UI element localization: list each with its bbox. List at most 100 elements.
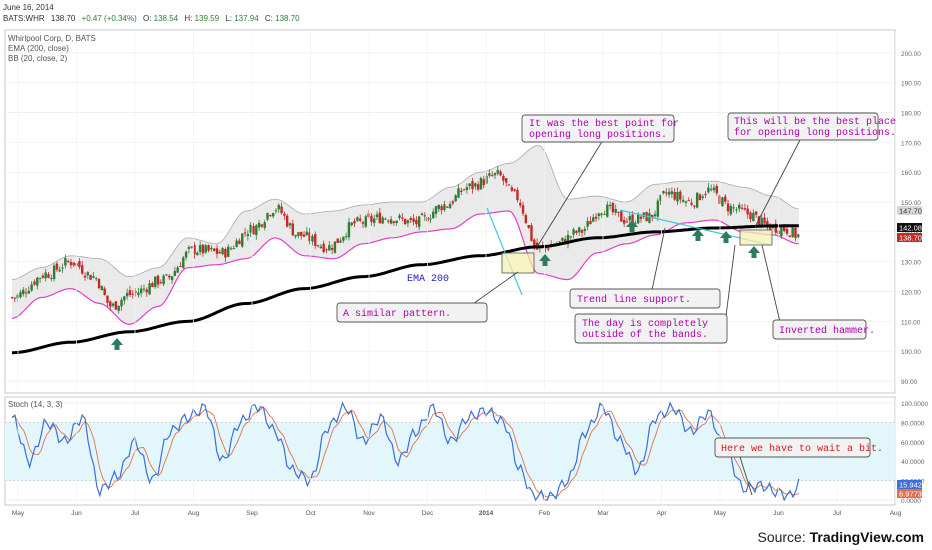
candle-body	[131, 293, 134, 295]
badge-stoch-d	[897, 489, 922, 498]
candle-body	[432, 211, 435, 219]
candle-body	[243, 232, 247, 234]
candle-body	[378, 212, 382, 224]
candle-body	[558, 241, 561, 243]
candle-body	[561, 237, 564, 241]
month-label: May	[714, 510, 727, 517]
header-c-value: 138.70	[275, 14, 300, 23]
candle-body	[780, 227, 783, 237]
candle-body	[533, 239, 536, 246]
candle-body	[50, 278, 53, 280]
candle-body	[302, 234, 306, 237]
candle-body	[114, 301, 118, 310]
candle-body	[210, 247, 213, 250]
candle-body	[665, 192, 668, 194]
header-last: 138.70	[51, 14, 76, 23]
candle-body	[712, 187, 716, 191]
candle-body	[291, 223, 294, 236]
candle-body	[111, 303, 115, 306]
candle-body	[83, 275, 87, 278]
badge-last	[897, 233, 922, 242]
month-label: Jul	[131, 510, 140, 517]
candle-body	[370, 215, 373, 222]
buy-arrows	[111, 220, 760, 350]
price-tick-label: 180.00	[901, 111, 921, 118]
candle-body	[575, 230, 578, 233]
candle-body	[280, 206, 283, 214]
price-y-axis: 90.00100.00110.00120.00130.00140.00150.0…	[901, 51, 921, 386]
callout-best-place-line1: This will be the best place	[734, 116, 896, 128]
candle-body	[457, 188, 460, 198]
month-label: Feb	[539, 510, 551, 517]
month-label: Aug	[890, 510, 902, 517]
ema-line-group	[11, 224, 799, 355]
candle-body	[266, 213, 269, 220]
candle-body	[128, 290, 132, 295]
candle-body	[743, 208, 747, 210]
badge-stoch-d-text: 6.9773	[899, 490, 922, 499]
candle-body	[597, 213, 601, 217]
candle-body	[288, 223, 292, 226]
candle-body	[460, 190, 463, 192]
candle-body	[547, 248, 550, 250]
candle-body	[137, 292, 140, 296]
candle-body	[92, 276, 95, 278]
candle-body	[636, 213, 640, 224]
callout-day-outside-line2: outside of the bands.	[582, 329, 708, 341]
candle-body	[142, 288, 146, 290]
header-l-label: L:	[225, 14, 232, 23]
candle-body	[544, 247, 547, 249]
candle-body	[322, 243, 325, 253]
candle-body	[319, 246, 323, 248]
badge-bb-upper-text: 147.70	[899, 207, 922, 216]
callout-best-point: It was the best point for opening long p…	[521, 114, 679, 143]
header-change: +0.47 (+0.34%)	[82, 14, 137, 23]
candle-body	[670, 191, 674, 195]
candle-body	[305, 231, 309, 235]
candle-body	[196, 252, 199, 256]
candle-body	[33, 281, 36, 285]
candle-body	[454, 195, 457, 202]
candle-body	[740, 207, 744, 209]
candle-body	[97, 279, 101, 289]
candle-body	[277, 204, 280, 210]
candle-body	[238, 240, 241, 245]
candle-body	[451, 201, 455, 204]
callout-wait-pointer	[739, 456, 753, 496]
header-date: June 16, 2014	[3, 3, 54, 12]
up-arrow-icon	[748, 246, 760, 258]
stoch-tick-label: 100.0000	[901, 401, 928, 408]
candle-body	[373, 218, 376, 224]
candle-body	[89, 274, 92, 280]
candle-body	[227, 246, 230, 257]
candle-body	[294, 234, 297, 237]
candle-body	[583, 228, 587, 231]
candle-body	[462, 189, 466, 191]
candle-body	[760, 217, 763, 225]
candle-body	[468, 183, 471, 187]
month-label: Jun	[773, 510, 784, 517]
candle-body	[676, 191, 679, 202]
candle-body	[479, 178, 483, 190]
candle-body	[738, 204, 741, 209]
candle-body	[642, 212, 645, 218]
candle-body	[151, 283, 154, 288]
candle-body	[36, 277, 39, 286]
candle-body	[218, 251, 221, 254]
candle-body	[681, 199, 685, 202]
candle-body	[41, 275, 45, 278]
candle-body	[389, 219, 393, 224]
candle-body	[300, 231, 303, 236]
candle-body	[145, 289, 148, 293]
candle-body	[297, 232, 300, 236]
callout-wait: Here we have to wait a bit.	[714, 437, 883, 458]
price-tick-label: 100.00	[901, 349, 921, 356]
candle-body	[342, 236, 345, 241]
candle-body	[732, 207, 735, 209]
candle-body	[100, 286, 104, 291]
month-label: Oct	[305, 510, 315, 517]
candle-body	[791, 227, 794, 237]
candle-body	[78, 260, 81, 268]
callout-best-point-line2: opening long positions.	[529, 129, 667, 141]
